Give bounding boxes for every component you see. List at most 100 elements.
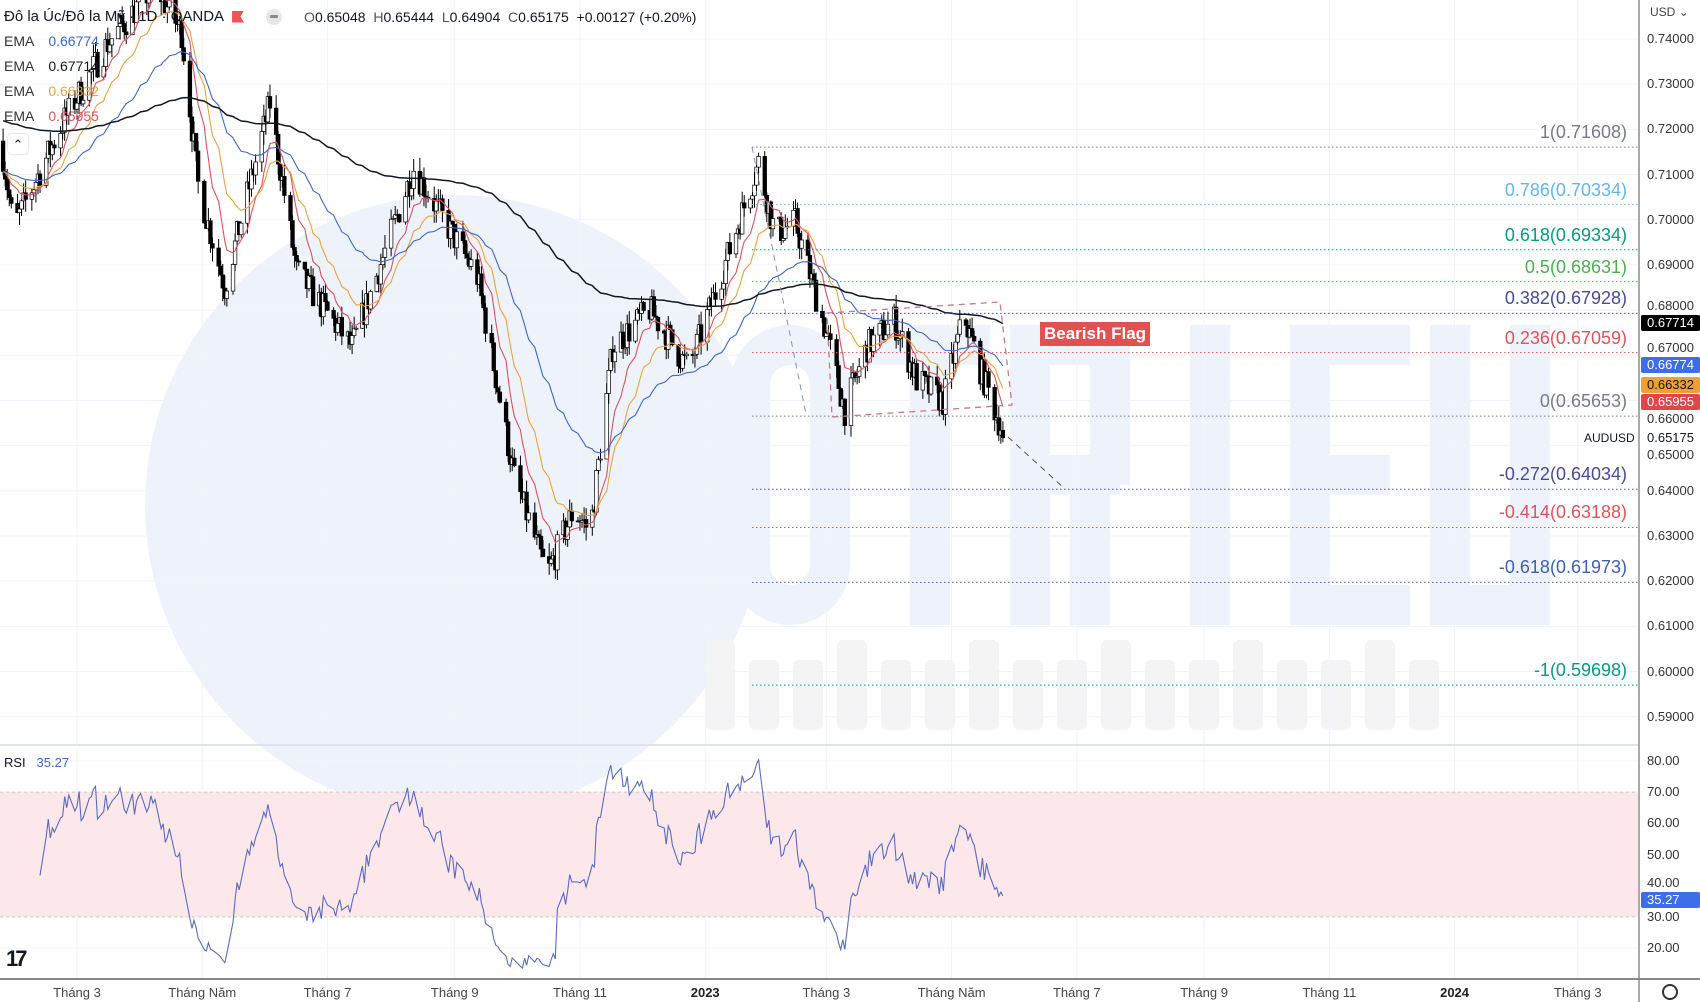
target-projection-line (1007, 436, 1065, 489)
time-axis-label: 2024 (1440, 985, 1470, 1000)
bearish-flag-label: Bearish Flag (1040, 322, 1151, 346)
candle-up (721, 283, 726, 290)
candle-up (590, 509, 595, 528)
candle-down (828, 333, 833, 340)
candle-up (403, 196, 408, 223)
time-axis-label: Tháng 9 (430, 985, 479, 1000)
candle-down (302, 261, 308, 270)
candle-down (805, 239, 811, 256)
time-axis-label: Tháng 11 (1302, 985, 1357, 1000)
candle-up (411, 170, 416, 189)
candle-down (216, 247, 221, 267)
candle-up (957, 319, 962, 335)
candle-down (583, 519, 589, 528)
candle-up (633, 319, 638, 342)
price-axis-tick: 0.64000 (1647, 483, 1694, 498)
candle-up (770, 218, 776, 230)
price-tag: 0.66332 (1641, 377, 1700, 393)
candle-up (756, 156, 761, 168)
candle-down (813, 279, 819, 312)
candle-down (481, 295, 486, 309)
ohlc-values: O0.65048 H0.65444 L0.64904 C0.65175 +0.0… (304, 8, 697, 25)
candle-down (23, 192, 28, 200)
candle-down (282, 176, 287, 196)
fib-level-label: 0.236(0.67059) (1504, 327, 1627, 348)
rsi-axis-tick: 80.00 (1647, 753, 1680, 768)
fib-level-label: 0.618(0.69334) (1504, 224, 1627, 245)
fib-level-label: -1(0.59698) (1533, 660, 1627, 681)
candle-down (294, 255, 299, 262)
ema-10-line (2, 0, 1004, 544)
ema-value: 0.65955 (48, 108, 99, 124)
rsi-band (0, 792, 1638, 917)
candle-up (335, 323, 340, 333)
candle-down (779, 216, 784, 241)
candle-down (290, 220, 295, 248)
candle-down (972, 335, 977, 342)
candle-down (464, 253, 470, 259)
price-axis-tick: 0.68000 (1647, 298, 1694, 313)
candle-up (388, 218, 394, 249)
candle-down (811, 273, 817, 281)
flag-icon[interactable] (232, 10, 245, 23)
price-axis-tick: 0.66000 (1647, 411, 1694, 426)
candle-down (727, 242, 733, 255)
candle-down (5, 178, 10, 191)
candle-up (719, 288, 724, 300)
candle-up (877, 322, 882, 336)
candle-down (969, 328, 975, 337)
time-axis-label: Tháng 3 (53, 985, 101, 1000)
candle-up (17, 208, 22, 213)
candle-up (368, 291, 373, 310)
chevron-down-icon: ⌄ (1678, 5, 1689, 19)
candle-down (505, 421, 511, 457)
ema-legend-item[interactable]: EMA 0.65955 (4, 108, 99, 124)
candle-down (52, 144, 57, 149)
watermark-letter (1430, 585, 1550, 625)
watermark-letter (1190, 325, 1230, 625)
candle-down (273, 107, 279, 135)
rsi-axis-tick: 50.00 (1647, 847, 1680, 862)
rsi-axis-tick: 60.00 (1647, 815, 1680, 830)
candle-down (655, 316, 661, 332)
candle-up (469, 259, 474, 267)
chevron-up-icon: ⌃ (12, 137, 24, 152)
candle-down (208, 220, 213, 244)
ema-200-line (2, 96, 1004, 325)
candle-up (81, 99, 86, 105)
price-axis-tick: 0.72000 (1647, 121, 1694, 136)
currency-dropdown[interactable]: USD ⌄ (1650, 5, 1689, 19)
watermark-tagline-mark (1145, 660, 1175, 730)
ema-legend-item[interactable]: EMA 0.67714 (4, 58, 99, 74)
candle-up (58, 133, 63, 149)
price-axis-tick: 0.74000 (1647, 31, 1694, 46)
ema-legend-item[interactable]: EMA 0.66774 (4, 33, 99, 49)
price-axis-tick: 0.65000 (1647, 447, 1694, 462)
candle-up (606, 370, 611, 394)
candle-down (836, 365, 841, 389)
price-tag: 0.65955 (1641, 394, 1700, 410)
candle-down (479, 273, 484, 297)
candle-down (397, 214, 402, 223)
candle-down (323, 293, 328, 303)
market-status-icon[interactable] (266, 8, 283, 25)
candle-up (526, 512, 531, 521)
ema-50-line (3, 51, 1004, 454)
tradingview-logo[interactable]: 17 (6, 946, 28, 971)
symbol-title[interactable]: Đô la Úc/Đô la Mỹ · 1D · OANDA (4, 8, 225, 25)
candle-up (799, 239, 804, 249)
candle-down (1000, 430, 1006, 439)
ema-legend-item[interactable]: EMA 0.66332 (4, 83, 99, 99)
collapse-legend-button[interactable]: ⌃ (8, 134, 28, 154)
rsi-legend: RSI 35.27 (4, 755, 70, 770)
candle-down (95, 51, 100, 78)
candle-down (193, 133, 199, 152)
settings-icon[interactable] (1662, 984, 1678, 1000)
candle-down (210, 243, 215, 249)
price-axis-tick: 0.67000 (1647, 340, 1694, 355)
candle-down (310, 276, 316, 307)
candle-up (109, 38, 115, 46)
time-axis-label: Tháng 7 (1052, 985, 1101, 1000)
time-axis-label: Tháng Năm (168, 985, 237, 1000)
